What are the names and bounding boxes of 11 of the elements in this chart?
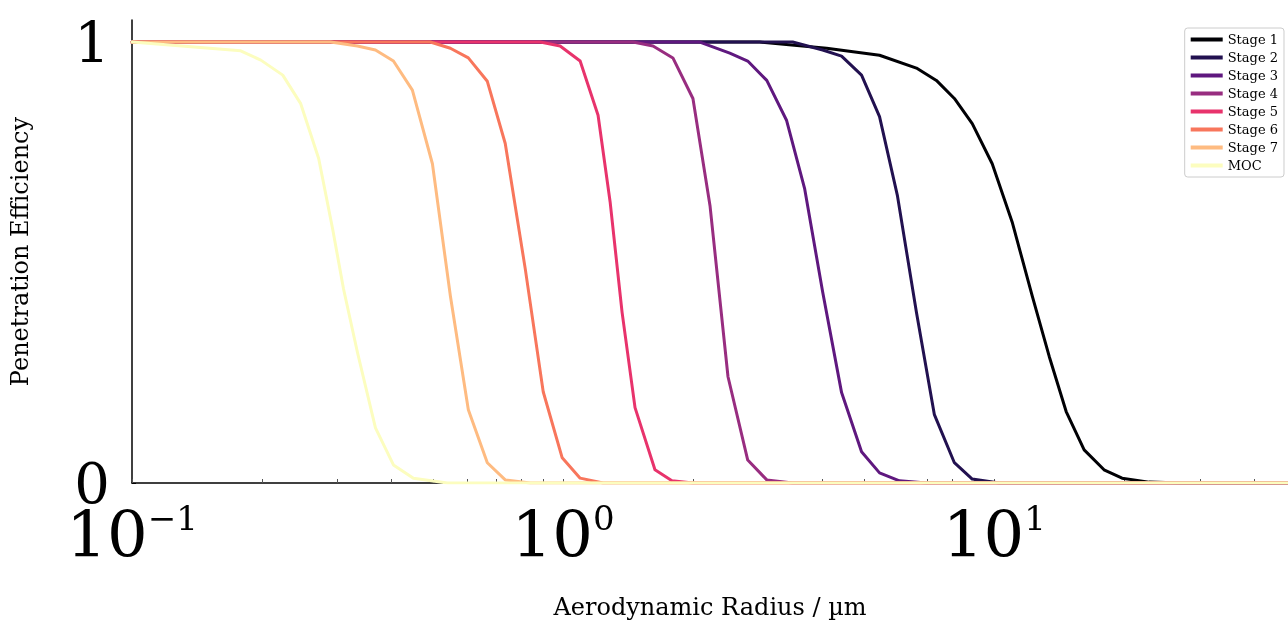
legend-label: Stage 2 [1227, 50, 1279, 65]
x-axis-title: Aerodynamic Radius / µm [552, 593, 867, 621]
legend-label: Stage 7 [1227, 140, 1279, 155]
y-tick-label: 1 [74, 9, 110, 75]
legend-label: Stage 1 [1227, 32, 1279, 47]
legend-label: Stage 3 [1227, 68, 1279, 83]
legend-label: Stage 4 [1227, 86, 1279, 101]
y-axis-title: Penetration Efficiency [6, 116, 34, 387]
legend-label: Stage 6 [1227, 122, 1279, 137]
legend-label: MOC [1227, 158, 1262, 173]
legend-label: Stage 5 [1227, 104, 1279, 119]
